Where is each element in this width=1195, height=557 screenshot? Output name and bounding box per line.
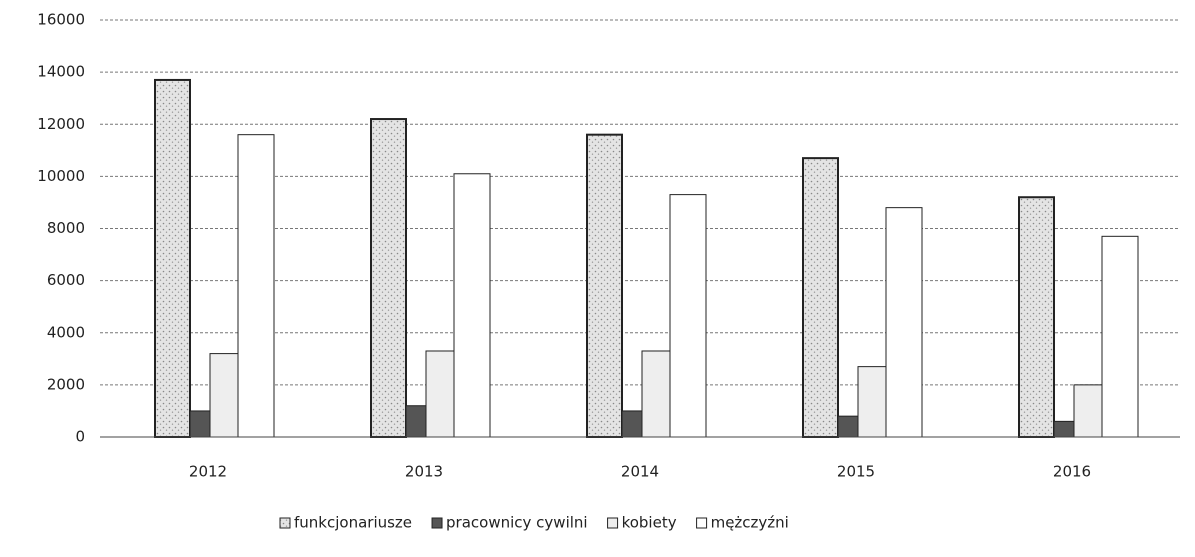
y-tick-label: 16000 (37, 11, 85, 29)
y-tick-label: 8000 (47, 219, 85, 237)
legend-label: funkcjonariusze (294, 514, 412, 532)
y-tick-label: 10000 (37, 167, 85, 185)
y-tick-label: 12000 (37, 115, 85, 133)
bar (189, 410, 211, 438)
bar (453, 173, 491, 438)
legend-label: mężczyźni (711, 514, 789, 532)
bar (669, 194, 707, 438)
bar (237, 134, 275, 438)
bar (405, 405, 427, 438)
bar (370, 118, 407, 438)
y-tick-label: 4000 (47, 323, 85, 341)
bar (802, 157, 839, 438)
legend-swatch (696, 517, 708, 529)
bar (1018, 196, 1055, 438)
legend-swatch (607, 517, 619, 529)
y-tick-label: 2000 (47, 375, 85, 393)
y-tick-label: 0 (75, 428, 85, 446)
bar (1053, 420, 1075, 438)
bar (621, 410, 643, 438)
x-tick-label: 2016 (1053, 463, 1091, 481)
x-tick-label: 2013 (405, 463, 443, 481)
y-tick-label: 14000 (37, 63, 85, 81)
legend-swatch (431, 517, 443, 529)
bar (1073, 384, 1103, 438)
bar (425, 350, 455, 438)
bar (641, 350, 671, 438)
bar (857, 366, 887, 438)
legend-label: kobiety (622, 514, 677, 532)
x-tick-label: 2014 (621, 463, 659, 481)
bar (885, 207, 923, 438)
x-tick-label: 2015 (837, 463, 875, 481)
x-tick-label: 2012 (189, 463, 227, 481)
bar (586, 133, 623, 439)
y-tick-label: 6000 (47, 271, 85, 289)
bar (837, 415, 859, 438)
legend-label: pracownicy cywilni (446, 514, 588, 532)
legend-swatch (279, 517, 291, 529)
bar (1101, 235, 1139, 438)
bar (209, 353, 239, 438)
bar (154, 78, 191, 438)
